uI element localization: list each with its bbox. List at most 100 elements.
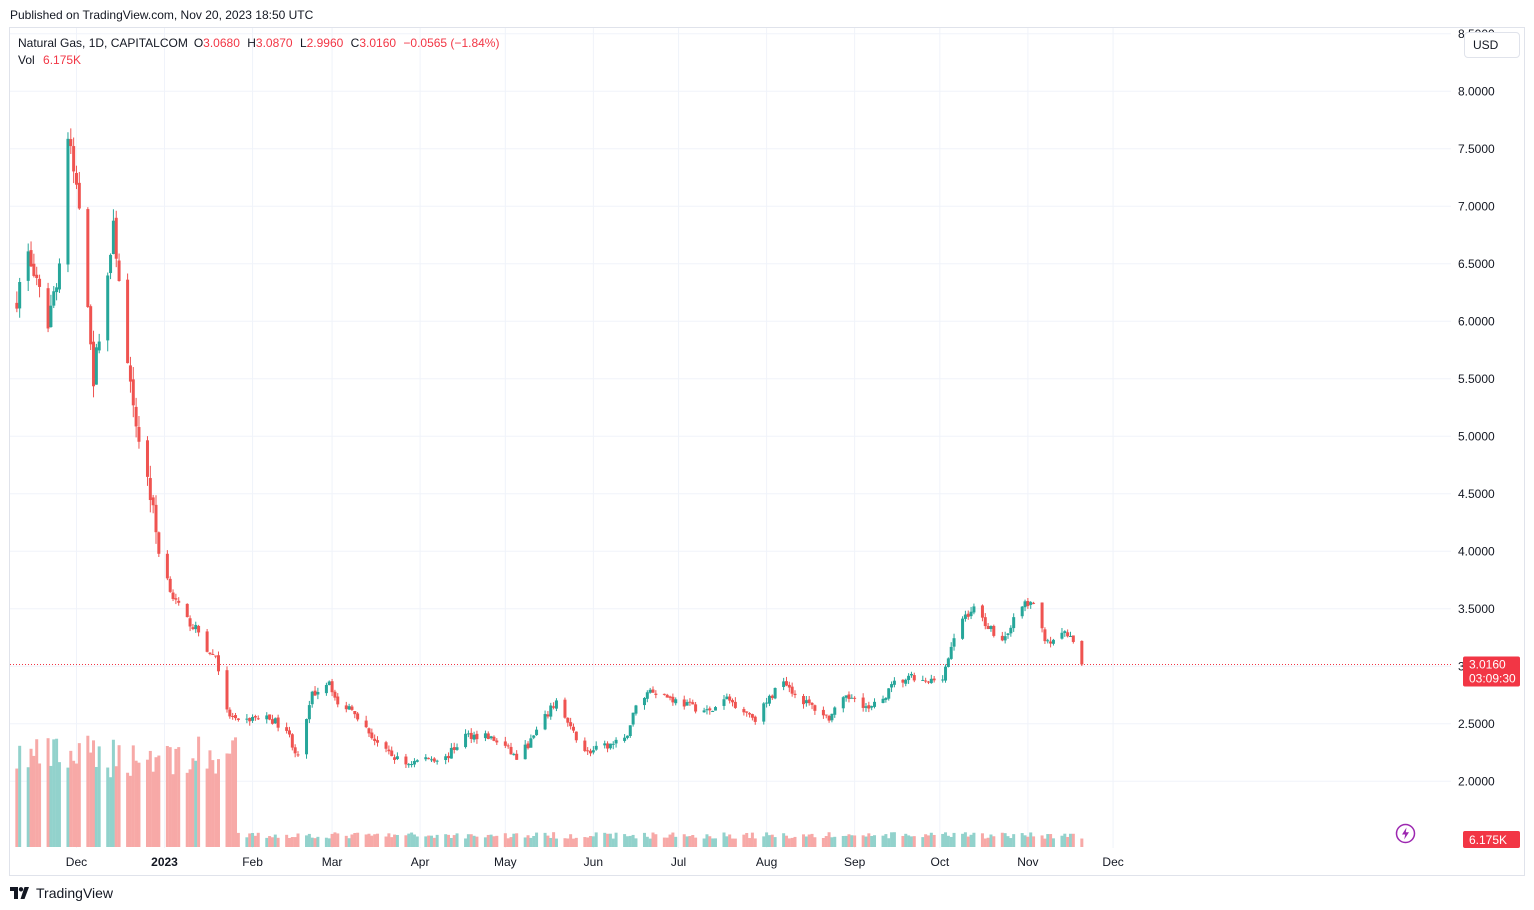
volume-bar — [38, 763, 42, 847]
volume-bar — [694, 837, 698, 847]
candle — [228, 707, 232, 719]
price-tick-label: 7.5000 — [1458, 142, 1495, 156]
candle-body — [225, 670, 229, 710]
volume-bar — [515, 833, 519, 847]
candle — [26, 243, 30, 292]
candle — [447, 752, 451, 763]
candle — [631, 712, 635, 727]
candle-body — [77, 182, 81, 209]
candle-body — [216, 655, 220, 672]
candle-body — [106, 275, 110, 341]
volume-bar — [833, 836, 837, 847]
volume-bar — [824, 836, 828, 847]
candle-body — [276, 717, 280, 728]
candle — [15, 291, 19, 313]
volume-bar — [1040, 835, 1044, 847]
candle — [131, 367, 135, 418]
symbol-title[interactable]: Natural Gas, 1D, CAPITALCOM — [18, 36, 188, 50]
candle-body — [1000, 635, 1004, 641]
candle-body — [909, 673, 913, 676]
candle — [373, 734, 377, 746]
volume-bar — [1068, 833, 1072, 847]
volume-bar — [356, 832, 360, 847]
candle — [273, 717, 277, 724]
chart-pane[interactable]: 2.00002.50003.00003.50004.00004.50005.00… — [9, 27, 1525, 876]
volume-bar — [535, 832, 539, 847]
candle — [961, 616, 965, 640]
candle-body — [35, 274, 39, 279]
candle — [986, 623, 990, 630]
candle-body — [285, 727, 289, 731]
volume-bar — [611, 838, 615, 847]
candle-body — [324, 685, 328, 694]
candle-body — [810, 702, 814, 705]
volume-bar — [74, 763, 78, 847]
candle-body — [952, 638, 956, 647]
candle-body — [782, 681, 786, 687]
candle — [449, 743, 453, 759]
published-caption: Published on TradingView.com, Nov 20, 20… — [10, 8, 314, 22]
time-axis[interactable]: Dec 2023 Feb Mar Apr May Jun Jul Aug Sep Oct Nov Dec — [66, 855, 1124, 869]
volume-bar — [216, 759, 220, 847]
last-price-tag: 3.0160 03:09:30 — [1463, 656, 1520, 687]
brand-name[interactable]: TradingView — [36, 885, 114, 901]
candle — [830, 713, 834, 723]
time-tick-label: 2023 — [151, 855, 178, 869]
candle — [1063, 630, 1067, 637]
price-tick-label: 2.0000 — [1458, 774, 1495, 788]
volume-bar — [395, 834, 399, 847]
candle — [924, 677, 928, 684]
candle — [702, 707, 706, 713]
volume-bar — [92, 740, 96, 847]
volume-bar — [449, 837, 453, 847]
volume-bar — [884, 834, 888, 847]
volume-bar — [248, 833, 252, 847]
volume-bar — [316, 836, 320, 847]
volume-bar — [864, 836, 868, 847]
volume-bar — [554, 838, 558, 847]
legend-ohlc-row: Natural Gas, 1D, CAPITALCOM O3.0680 H3.08… — [18, 35, 499, 52]
candle — [307, 700, 311, 724]
volume-bar — [376, 833, 380, 847]
volume-bar — [410, 832, 414, 847]
candle-body — [753, 716, 757, 722]
lightning-icon[interactable] — [1395, 823, 1416, 844]
volume-bar — [685, 836, 689, 847]
time-tick-label: Apr — [411, 855, 430, 869]
volume-bar — [194, 760, 198, 847]
candle-body — [762, 703, 766, 722]
candle — [512, 752, 516, 756]
candle — [256, 715, 260, 721]
volume-bar — [804, 836, 808, 847]
currency-button[interactable]: USD — [1464, 32, 1520, 58]
volume-bar — [29, 748, 33, 847]
candle-body — [185, 603, 189, 618]
candle-body — [526, 743, 530, 749]
candle — [1071, 635, 1075, 644]
volume-bar — [208, 750, 212, 847]
open-key: O — [193, 36, 204, 50]
candle-body — [765, 702, 769, 704]
volume-bar — [469, 834, 473, 847]
candle-body — [424, 757, 428, 760]
footer: TradingView — [10, 883, 113, 903]
candle — [387, 745, 391, 755]
candle — [569, 717, 573, 730]
candle-body — [873, 701, 877, 707]
price-chart[interactable]: 2.00002.50003.00003.50004.00004.50005.00… — [10, 28, 1526, 877]
candle-body — [492, 736, 496, 741]
candle — [870, 705, 874, 711]
candle — [767, 694, 771, 707]
candle-body — [628, 725, 632, 736]
candle-body — [648, 689, 652, 693]
volume-bar — [231, 740, 235, 847]
candle-body — [571, 726, 575, 731]
volume-bar — [614, 832, 618, 847]
candle-body — [804, 700, 808, 704]
candle-body — [1080, 640, 1084, 665]
candle — [731, 698, 735, 707]
tradingview-logo-icon[interactable] — [10, 887, 30, 899]
candle — [92, 330, 96, 398]
volume-bar — [625, 836, 629, 847]
candle-body — [961, 618, 965, 639]
